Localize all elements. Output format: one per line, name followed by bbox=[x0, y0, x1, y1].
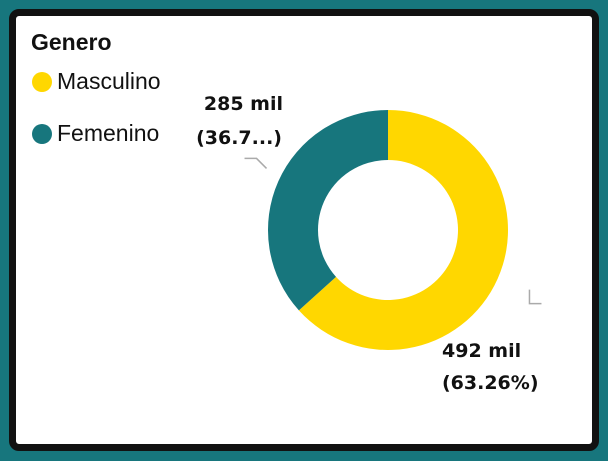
legend-swatch-masculino bbox=[32, 71, 52, 92]
legend-label-masculino: Masculino bbox=[57, 68, 161, 94]
legend-item-masculino[interactable]: Masculino bbox=[32, 68, 161, 95]
chart-title: Genero bbox=[31, 29, 112, 55]
data-label-value-masculino: 492 mil bbox=[442, 340, 521, 362]
data-label-percent-masculino: (63.26%) bbox=[442, 372, 539, 394]
legend-swatch-femenino bbox=[32, 123, 52, 144]
donut-slice-femenino[interactable] bbox=[268, 110, 388, 311]
data-label-value-femenino: 285 mil bbox=[204, 93, 283, 115]
donut-slice-masculino[interactable] bbox=[298, 110, 509, 351]
leader-line-femenino bbox=[244, 157, 268, 169]
data-label-percent-femenino: (36.7...) bbox=[196, 127, 282, 149]
leader-line-masculino bbox=[528, 289, 542, 305]
legend-label-femenino: Femenino bbox=[57, 120, 160, 146]
legend-item-femenino[interactable]: Femenino bbox=[32, 120, 159, 147]
